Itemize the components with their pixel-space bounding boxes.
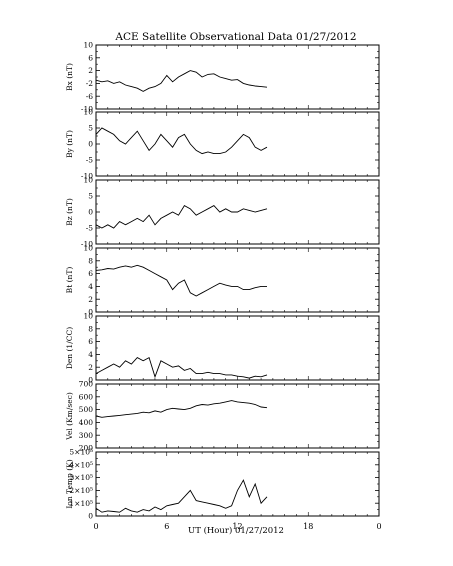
y-tick-label: 10 bbox=[83, 244, 93, 253]
series-line bbox=[95, 356, 268, 379]
y-tick-label: -10 bbox=[81, 105, 93, 114]
y-tick-label: 10 bbox=[83, 41, 93, 50]
y-axis-label: Bz (nT) bbox=[65, 198, 74, 226]
y-axis-label: Bt (nT) bbox=[65, 267, 74, 294]
x-tick-label: 18 bbox=[303, 522, 313, 531]
figure-title: ACE Satellite Observational Data 01/27/2… bbox=[114, 31, 356, 43]
y-tick-label: 8 bbox=[88, 256, 93, 265]
y-tick-label: 4 bbox=[88, 282, 93, 291]
series-line bbox=[95, 205, 268, 229]
panel-1: -10 -5 0 5 10 By (nT) bbox=[65, 108, 380, 181]
y-tick-label: 0 bbox=[88, 512, 93, 521]
y-tick-label: 6 bbox=[88, 337, 93, 346]
panel-3: 0 2 4 6 8 10 Bt (nT) bbox=[65, 244, 380, 317]
y-tick-label: 300 bbox=[79, 431, 94, 440]
panel-6: 0 1×10⁵ 2×10⁵ 3×10⁵ 4×10⁵ 5×10⁵ Ion Temp (K) bbox=[65, 448, 380, 521]
y-tick-label: -5 bbox=[86, 224, 94, 233]
panel-5: 200 300 400 500 600 700 Vel (Km/sec) bbox=[65, 380, 380, 453]
y-tick-label: 4 bbox=[88, 350, 93, 359]
y-tick-label: 3×10⁵ bbox=[69, 473, 93, 482]
y-tick-label: 0 bbox=[88, 376, 93, 385]
y-axis-label: By (nT) bbox=[65, 130, 74, 158]
y-tick-label: 0 bbox=[88, 208, 93, 217]
y-axis-label: Vel (Km/sec) bbox=[65, 392, 74, 441]
y-tick-label: 1×10⁵ bbox=[69, 499, 93, 508]
y-tick-label: 600 bbox=[79, 392, 94, 401]
panel-frame bbox=[95, 44, 380, 110]
panel-frame bbox=[95, 383, 380, 449]
x-tick-label: 12 bbox=[232, 522, 242, 531]
y-tick-label: -10 bbox=[81, 172, 93, 181]
series-line bbox=[95, 479, 268, 513]
panel-frame bbox=[95, 111, 380, 177]
y-tick-label: 500 bbox=[79, 405, 94, 414]
y-tick-label: -5 bbox=[86, 156, 94, 165]
y-tick-label: 6 bbox=[88, 53, 93, 62]
y-tick-label: 400 bbox=[79, 418, 94, 427]
y-tick-label: -2 bbox=[86, 79, 94, 88]
panel-frame bbox=[95, 451, 380, 517]
y-tick-label: 5×10⁵ bbox=[69, 448, 93, 457]
y-tick-label: 10 bbox=[83, 108, 93, 117]
y-tick-label: -10 bbox=[81, 240, 93, 249]
x-tick-label: 0 bbox=[93, 522, 98, 531]
panels: -10 -6 -2 2 6 10 Bx (nT) -10 -5 0 5 10 By (nT) -10 -5 0… bbox=[65, 41, 382, 531]
y-tick-label: -6 bbox=[86, 92, 94, 101]
series-line bbox=[95, 400, 268, 418]
y-axis-label: Ion Temp (K) bbox=[65, 459, 74, 508]
y-tick-label: 5 bbox=[88, 192, 93, 201]
y-tick-label: 5 bbox=[88, 124, 93, 133]
panel-2: -10 -5 0 5 10 Bz (nT) bbox=[65, 176, 380, 249]
y-tick-label: 0 bbox=[88, 140, 93, 149]
y-tick-label: 0 bbox=[88, 308, 93, 317]
y-tick-label: 700 bbox=[79, 380, 94, 389]
y-tick-label: 10 bbox=[83, 176, 93, 185]
x-tick-label: 6 bbox=[164, 522, 169, 531]
y-tick-label: 8 bbox=[88, 324, 93, 333]
y-tick-label: 2×10⁵ bbox=[69, 486, 93, 495]
y-tick-label: 2 bbox=[88, 363, 93, 372]
y-axis-label: Den (1/CC) bbox=[65, 327, 74, 369]
y-tick-label: 2 bbox=[88, 66, 93, 75]
y-axis-label: Bx (nT) bbox=[65, 63, 74, 91]
panel-0: -10 -6 -2 2 6 10 Bx (nT) bbox=[65, 41, 380, 114]
panel-4: 0 2 4 6 8 10 Den (1/CC) bbox=[65, 312, 380, 385]
panel-frame bbox=[95, 247, 380, 313]
series-line bbox=[95, 127, 268, 155]
y-tick-label: 6 bbox=[88, 269, 93, 278]
y-tick-label: 4×10⁵ bbox=[69, 460, 93, 469]
y-tick-label: 2 bbox=[88, 295, 93, 304]
y-tick-label: 10 bbox=[83, 312, 93, 321]
y-tick-label: 200 bbox=[79, 444, 94, 453]
series-line bbox=[95, 264, 267, 297]
series-line bbox=[95, 70, 268, 92]
panel-frame bbox=[95, 315, 380, 381]
x-tick-label: 0 bbox=[376, 522, 381, 531]
x-axis-label: UT (Hour) 01/27/2012 bbox=[188, 525, 284, 536]
